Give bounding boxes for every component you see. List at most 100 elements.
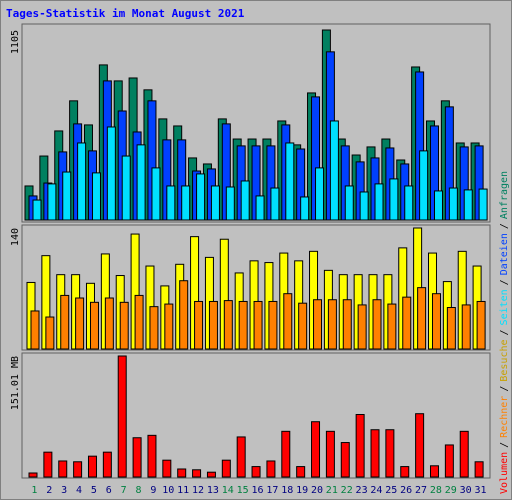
bar — [102, 451, 112, 478]
legend-entry: Rechner — [499, 396, 510, 438]
bar — [45, 316, 55, 350]
x-tick-label: 1 — [31, 485, 37, 496]
bar — [253, 300, 263, 350]
bar — [58, 460, 68, 478]
panel — [21, 352, 491, 479]
bar — [236, 436, 246, 478]
bar — [359, 191, 369, 221]
x-tick-label: 19 — [296, 485, 308, 496]
x-tick-label: 20 — [311, 485, 323, 496]
bar — [389, 178, 399, 221]
x-tick-label: 18 — [281, 485, 293, 496]
bar — [166, 185, 176, 221]
x-tick-label: 25 — [385, 485, 397, 496]
bar — [478, 188, 488, 221]
bar — [476, 300, 486, 350]
bar — [329, 120, 339, 221]
x-tick-label: 17 — [266, 485, 278, 496]
bar — [194, 300, 204, 350]
bar — [43, 451, 53, 478]
legend-separator: / — [499, 279, 510, 285]
bar — [313, 299, 323, 350]
bar — [429, 465, 439, 478]
y-tick-label: 1105 — [10, 30, 21, 54]
bar — [32, 199, 42, 221]
bar — [251, 466, 261, 478]
bar — [151, 167, 161, 221]
bar — [385, 429, 395, 478]
bar — [62, 171, 72, 221]
bar — [104, 297, 114, 350]
bar — [208, 300, 218, 350]
legend-entry: Volumen — [499, 452, 510, 494]
legend-entry: Dateien — [499, 233, 510, 275]
x-tick-label: 16 — [251, 485, 263, 496]
x-tick-label: 4 — [76, 485, 82, 496]
bar — [117, 355, 127, 478]
x-tick-label: 7 — [121, 485, 127, 496]
bar — [400, 466, 410, 478]
legend-separator: / — [499, 223, 510, 229]
bar — [47, 183, 57, 221]
bar — [311, 421, 321, 478]
bar — [433, 190, 443, 221]
x-tick-label: 31 — [475, 485, 487, 496]
bar — [196, 173, 206, 221]
bar — [325, 430, 335, 478]
bar — [221, 459, 231, 478]
bar — [268, 300, 278, 350]
bar — [285, 142, 295, 221]
legend-entry: Besuche — [499, 339, 510, 381]
bar — [296, 466, 306, 478]
bar — [270, 187, 280, 221]
bar — [75, 297, 85, 350]
x-tick-label: 26 — [400, 485, 412, 496]
bar — [132, 437, 142, 478]
x-tick-label: 10 — [162, 485, 174, 496]
bar — [444, 444, 454, 478]
bar — [419, 150, 429, 221]
bar — [121, 155, 131, 221]
bar — [210, 185, 220, 221]
y-tick-label: 140 — [10, 228, 21, 246]
bar — [402, 296, 412, 350]
bar — [463, 189, 473, 221]
bar — [255, 195, 265, 221]
bar — [192, 469, 202, 478]
x-tick-label: 3 — [61, 485, 67, 496]
x-tick-label: 8 — [136, 485, 142, 496]
bar — [60, 294, 70, 350]
x-tick-label: 6 — [106, 485, 112, 496]
bar — [315, 167, 325, 221]
bar — [474, 461, 484, 478]
bar — [149, 306, 159, 350]
x-tick-label: 15 — [237, 485, 249, 496]
x-tick-label: 11 — [177, 485, 189, 496]
x-tick-label: 5 — [91, 485, 97, 496]
bar — [355, 414, 365, 478]
bar — [459, 430, 469, 478]
bar — [28, 472, 38, 478]
bar — [30, 310, 40, 350]
bar — [206, 471, 216, 478]
bar — [404, 185, 414, 221]
bar — [461, 304, 471, 350]
bar — [431, 293, 441, 350]
bar — [106, 126, 116, 221]
legend-entry: Seiten — [499, 289, 510, 325]
bar — [266, 460, 276, 478]
bar — [136, 144, 146, 221]
x-tick-label: 21 — [326, 485, 338, 496]
bar — [179, 280, 189, 350]
x-tick-label: 2 — [46, 485, 52, 496]
x-tick-label: 28 — [430, 485, 442, 496]
bar — [298, 302, 308, 350]
bar — [372, 299, 382, 350]
bar — [240, 180, 250, 221]
x-tick-label: 30 — [460, 485, 472, 496]
bar — [387, 303, 397, 350]
bar — [417, 287, 427, 350]
x-tick-label: 22 — [341, 485, 353, 496]
bar — [87, 455, 97, 478]
